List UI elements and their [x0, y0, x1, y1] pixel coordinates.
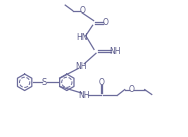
Text: NH: NH	[75, 62, 87, 71]
Text: HN: HN	[77, 33, 88, 42]
Text: S: S	[42, 78, 47, 87]
Text: NH: NH	[109, 47, 121, 56]
Text: O: O	[79, 6, 85, 15]
Text: O: O	[99, 78, 104, 87]
Text: NH: NH	[78, 91, 90, 100]
Text: O: O	[129, 85, 135, 94]
Text: O: O	[103, 18, 109, 27]
